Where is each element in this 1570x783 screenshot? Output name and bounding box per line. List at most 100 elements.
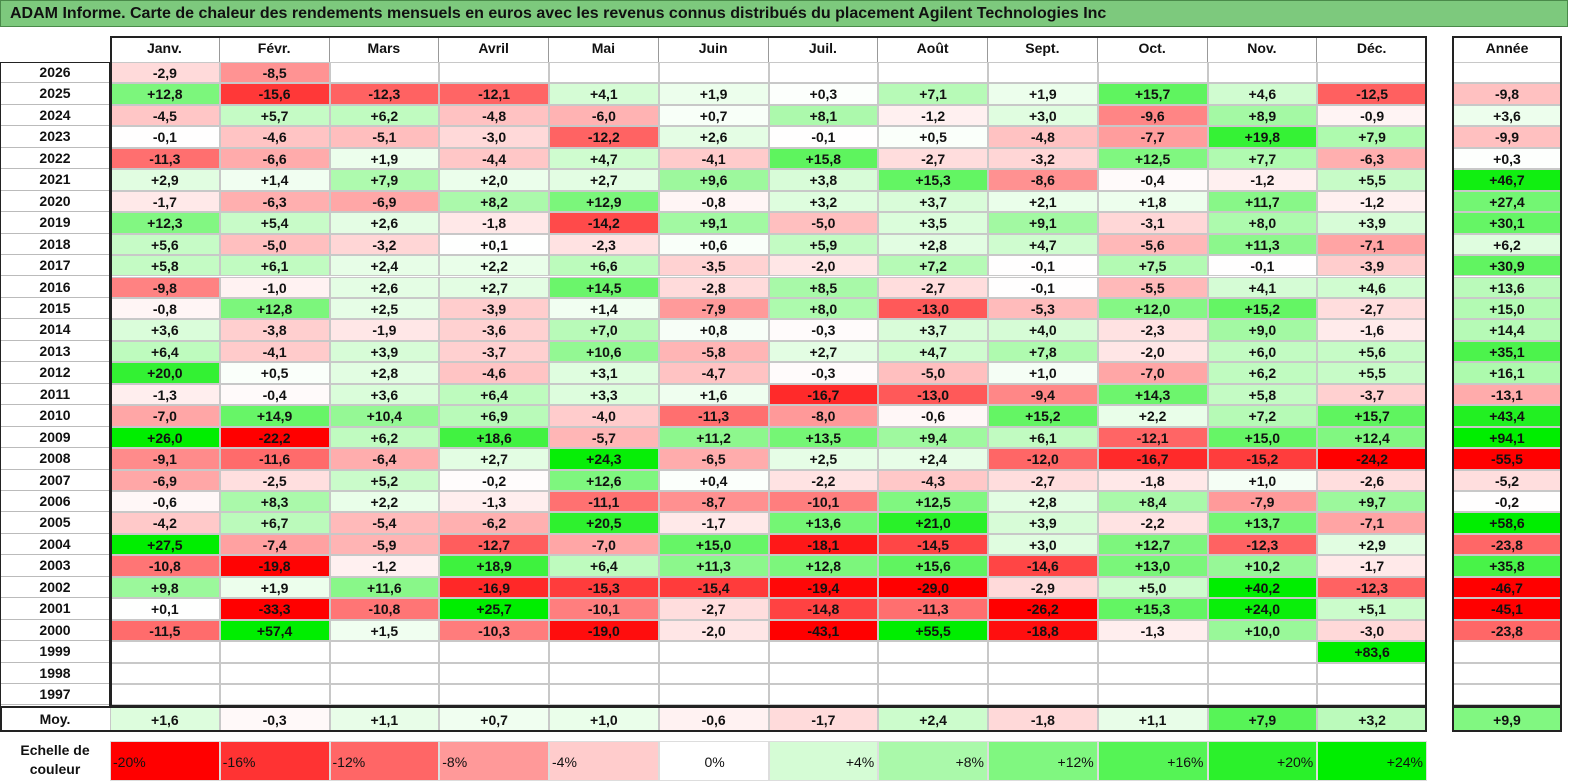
year-label: 2017 xyxy=(0,255,110,277)
annual-header: Année xyxy=(1485,40,1529,56)
heatmap-cell: -2,0 xyxy=(768,255,879,277)
heatmap-cell: -0,8 xyxy=(110,297,220,320)
heatmap-cell: -43,1 xyxy=(768,619,879,642)
heatmap-cell: -1,0 xyxy=(219,276,330,298)
heatmap-cell: -6,6 xyxy=(219,147,330,170)
year-label: 2014 xyxy=(0,319,110,341)
heatmap-cell xyxy=(878,684,988,706)
heatmap-cell: -6,2 xyxy=(439,512,549,534)
heatmap-cell: +3,9 xyxy=(1317,212,1427,234)
average-cell: +1,0 xyxy=(549,706,659,732)
heatmap-cell: +6,9 xyxy=(439,405,549,427)
heatmap-cell: -2,0 xyxy=(658,619,769,642)
heatmap-cell: -11,6 xyxy=(219,448,330,470)
annual-cell: -9,8 xyxy=(1452,83,1562,105)
heatmap-cell: -18,8 xyxy=(988,619,1098,642)
heatmap-cell: -0,9 xyxy=(1317,104,1427,127)
heatmap-cell: +5,6 xyxy=(110,233,220,256)
year-label: 2020 xyxy=(0,191,110,213)
heatmap-cell: +2,2 xyxy=(439,255,549,277)
heatmap-cell xyxy=(658,641,769,663)
heatmap-cell xyxy=(1207,662,1318,685)
heatmap-cell: +18,6 xyxy=(439,426,549,449)
heatmap-cell: -4,4 xyxy=(439,147,549,170)
color-scale-stop: -12% xyxy=(329,741,440,781)
average-cell: +1,6 xyxy=(110,706,220,732)
month-header: Août xyxy=(878,36,988,62)
heatmap-cell: -9,8 xyxy=(110,276,220,298)
month-header: Juil. xyxy=(769,36,879,62)
heatmap-cell xyxy=(329,684,440,706)
heatmap-cell xyxy=(549,641,659,663)
heatmap-cell: -8,5 xyxy=(219,62,330,84)
annual-cell: +30,9 xyxy=(1452,255,1562,277)
annual-cell: -23,8 xyxy=(1452,619,1562,642)
heatmap-cell xyxy=(329,62,440,84)
heatmap-cell: +2,6 xyxy=(658,126,769,148)
year-label: 2026 xyxy=(0,62,110,84)
color-scale-stop: -16% xyxy=(219,741,330,781)
heatmap-cell: -15,3 xyxy=(549,576,659,599)
heatmap-cell: -3,8 xyxy=(219,319,330,341)
heatmap-cell: -4,8 xyxy=(439,104,549,127)
heatmap-cell xyxy=(1317,684,1427,706)
heatmap-cell: -4,2 xyxy=(110,512,220,534)
heatmap-cell: -33,3 xyxy=(219,598,330,620)
heatmap-cell: +15,6 xyxy=(878,555,988,577)
heatmap-cell: +0,1 xyxy=(439,233,549,256)
heatmap-cell xyxy=(549,684,659,706)
heatmap-cell: +1,8 xyxy=(1097,190,1208,213)
heatmap-cell xyxy=(1207,641,1318,663)
annual-cell: +58,6 xyxy=(1452,512,1562,534)
heatmap-cell: -16,7 xyxy=(768,383,879,406)
heatmap-cell: +7,9 xyxy=(1317,126,1427,148)
heatmap-cell xyxy=(878,662,988,685)
annual-cell: +3,6 xyxy=(1452,104,1562,127)
heatmap-cell: -12,5 xyxy=(1317,83,1427,105)
annual-cell: +0,3 xyxy=(1452,147,1562,170)
annual-cell: +94,1 xyxy=(1452,426,1562,449)
annual-cell: +35,1 xyxy=(1452,340,1562,363)
heatmap-cell: -3,7 xyxy=(1317,383,1427,406)
heatmap-cell: +3,6 xyxy=(110,319,220,341)
heatmap-cell: +1,9 xyxy=(329,147,440,170)
heatmap-cell: +83,6 xyxy=(1317,641,1427,663)
heatmap-cell: +12,8 xyxy=(110,83,220,105)
heatmap-cell: +15,3 xyxy=(878,169,988,191)
year-label: 2004 xyxy=(0,534,110,556)
year-label: 1997 xyxy=(0,684,110,706)
heatmap-cell xyxy=(878,641,988,663)
heatmap-cell: +8,0 xyxy=(768,297,879,320)
month-header: Nov. xyxy=(1208,36,1318,62)
heatmap-cell: -12,0 xyxy=(988,448,1098,470)
heatmap-cell: -3,0 xyxy=(439,126,549,148)
heatmap-cell: +15,3 xyxy=(1097,598,1208,620)
heatmap-cell: -5,8 xyxy=(658,340,769,363)
month-header: Juin xyxy=(659,36,769,62)
heatmap-cell: +9,6 xyxy=(658,169,769,191)
heatmap-cell: -14,8 xyxy=(768,598,879,620)
heatmap-cell xyxy=(768,641,879,663)
heatmap-cell: +0,5 xyxy=(219,362,330,384)
heatmap-cell: -5,3 xyxy=(988,297,1098,320)
heatmap-cell: +26,0 xyxy=(110,426,220,449)
heatmap-cell: -0,1 xyxy=(768,126,879,148)
heatmap-cell: +3,0 xyxy=(988,104,1098,127)
heatmap-cell: -6,5 xyxy=(658,448,769,470)
heatmap-cell: +25,7 xyxy=(439,598,549,620)
heatmap-cell: +2,8 xyxy=(988,491,1098,513)
heatmap-cell: -0,1 xyxy=(110,126,220,148)
heatmap-cell: +15,0 xyxy=(658,533,769,556)
heatmap-cell: +2,6 xyxy=(329,276,440,298)
heatmap-cell: -0,3 xyxy=(768,319,879,341)
heatmap-cell: +2,8 xyxy=(878,233,988,256)
average-cell: +2,4 xyxy=(878,706,988,732)
heatmap-cell: +6,4 xyxy=(439,383,549,406)
heatmap-cell: +2,7 xyxy=(549,169,659,191)
heatmap-cell: +9,4 xyxy=(878,426,988,449)
heatmap-cell: +4,1 xyxy=(1207,276,1318,298)
average-cell: -1,8 xyxy=(988,706,1098,732)
heatmap-cell: +1,9 xyxy=(219,576,330,599)
heatmap-cell: -10,8 xyxy=(329,598,440,620)
average-cell: +1,1 xyxy=(329,706,440,732)
